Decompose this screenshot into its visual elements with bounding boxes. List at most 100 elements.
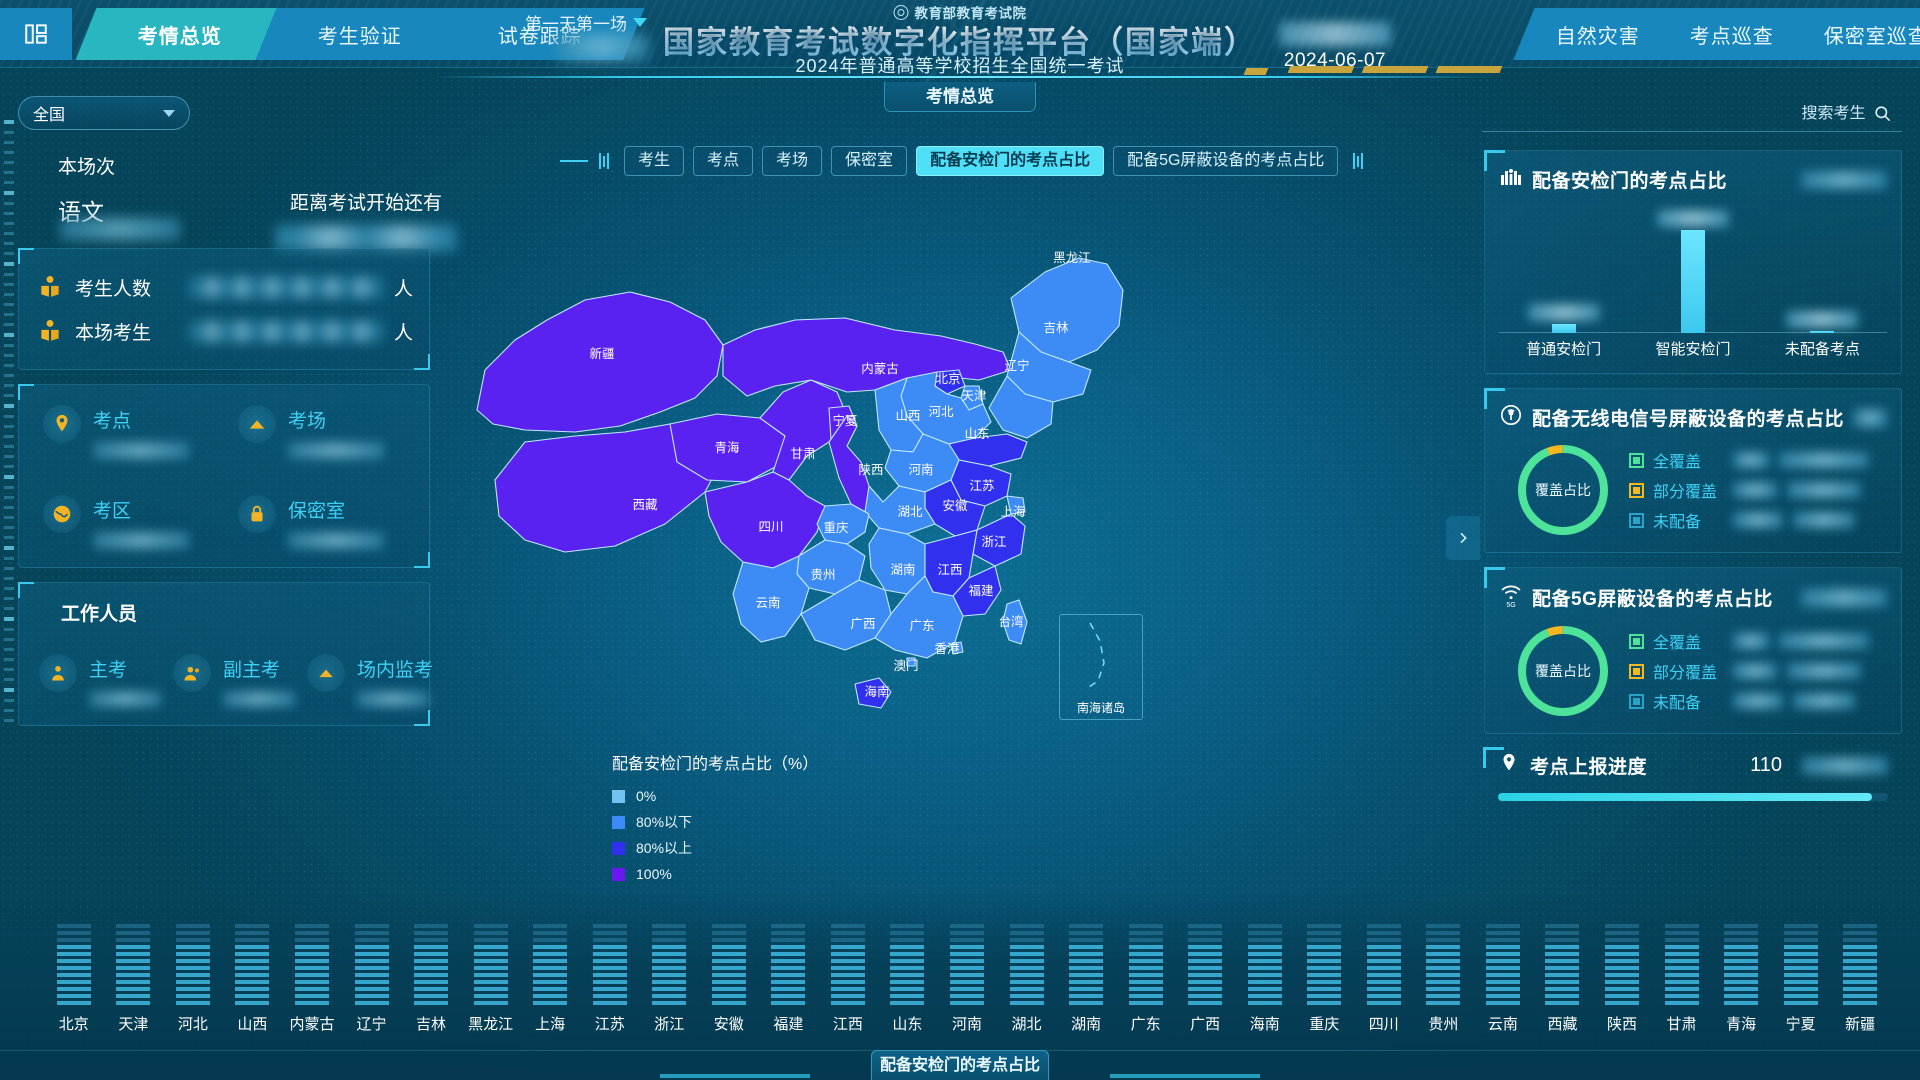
china-map[interactable]: 新疆 西藏 青海 甘肃 内蒙古 黑龙江 吉林 辽宁 北京 天津 河北 山西 宁夏 陕西 山东 河南 江苏 安徽 上海… [455, 180, 1215, 740]
chief-examiner-icon [39, 654, 77, 692]
province-bar-column[interactable]: 甘肃 [1652, 900, 1712, 1040]
legend-checkbox[interactable] [1629, 482, 1644, 498]
legend-checkbox[interactable] [1629, 663, 1644, 679]
nav-tab-overview[interactable]: 考情总览 [75, 8, 285, 60]
search-bar[interactable] [1482, 96, 1902, 132]
location-pin-icon [1498, 752, 1520, 779]
province-bar-column[interactable]: 重庆 [1294, 900, 1354, 1040]
current-session-label: 本场次 [58, 157, 116, 178]
province-bar-column[interactable]: 浙江 [639, 900, 699, 1040]
province-bar-stack [1128, 924, 1163, 1008]
tick-mark [4, 597, 14, 600]
bar-chart-category: 普通安检门 [1526, 341, 1602, 358]
south-sea-islands-box[interactable]: 南海诸岛 [1059, 614, 1143, 720]
map-filter-exam-site[interactable]: 考点 [693, 146, 754, 176]
legend-swatch [612, 789, 625, 803]
legend-checkbox[interactable] [1629, 633, 1644, 649]
grid-menu-icon[interactable] [0, 8, 72, 60]
map-filter-candidate[interactable]: 考生 [624, 146, 685, 176]
search-icon[interactable] [1873, 104, 1892, 123]
province-bar-column[interactable]: 吉林 [401, 900, 461, 1040]
province-bar-stack [116, 924, 151, 1008]
legend-item-partial-coverage[interactable]: 部分覆盖 [1629, 475, 1733, 505]
province-bar-column[interactable]: 宁夏 [1771, 900, 1831, 1040]
staff-item-invigilator[interactable]: 场内监考 [295, 654, 433, 707]
tick-mark [4, 699, 14, 702]
province-bar-column[interactable]: 江苏 [580, 900, 640, 1040]
province-bar-column[interactable]: 河北 [163, 900, 223, 1040]
venue-item-vault[interactable]: 保密室 [224, 495, 419, 549]
header-gold-decoration [1243, 66, 1515, 80]
tick-mark [4, 273, 14, 276]
bottom-chart-tab[interactable]: 配备安检门的考点占比 [871, 1050, 1049, 1080]
venue-item-exam-site[interactable]: 考点 [29, 405, 224, 459]
province-bar-column[interactable]: 河南 [937, 900, 997, 1040]
province-bar-label: 河南 [951, 1016, 982, 1033]
legend-item-full-coverage[interactable]: 全覆盖 [1629, 445, 1733, 475]
tick-mark [4, 486, 14, 489]
province-bar-column[interactable]: 广西 [1175, 900, 1235, 1040]
nav-tab-verification[interactable]: 考生验证 [255, 8, 465, 60]
staff-item-deputy-examiner[interactable]: 副主考 [161, 654, 295, 707]
chevron-right-icon[interactable] [1446, 516, 1480, 560]
province-bar-column[interactable]: 福建 [759, 900, 819, 1040]
province-bar-column[interactable]: 四川 [1354, 900, 1414, 1040]
province-bar-column[interactable]: 陕西 [1592, 900, 1652, 1040]
province-bar-label: 山西 [237, 1016, 268, 1033]
province-label: 天津 [961, 389, 986, 403]
province-bar-column[interactable]: 湖南 [1056, 900, 1116, 1040]
search-input[interactable] [1495, 104, 1866, 123]
province-bar-column[interactable]: 新疆 [1830, 900, 1890, 1040]
session-selector[interactable]: 第一天第一场 [525, 10, 655, 35]
province-bar-column[interactable]: 青海 [1711, 900, 1771, 1040]
province-bar-column[interactable]: 黑龙江 [461, 900, 521, 1040]
venue-item-exam-room[interactable]: 考场 [224, 405, 419, 459]
province-bar-column[interactable]: 江西 [818, 900, 878, 1040]
province-bar-column[interactable]: 山东 [878, 900, 938, 1040]
map-filter-5g-shield[interactable]: 配备5G屏蔽设备的考点占比 [1113, 146, 1339, 176]
tick-mark [4, 364, 14, 367]
shield-5g-donut-center-label: 覆盖占比 [1535, 663, 1591, 679]
page-subtitle: 2024年普通高等学校招生全国统一考试 [795, 56, 1125, 76]
region-select[interactable]: 全国 [18, 96, 190, 130]
province-bar-column[interactable]: 海南 [1235, 900, 1295, 1040]
province-bar-column[interactable]: 北京 [44, 900, 104, 1040]
legend-checkbox[interactable] [1629, 512, 1644, 528]
page-tab-overview[interactable]: 考情总览 [884, 82, 1036, 112]
bar-chart-category: 智能安检门 [1655, 341, 1731, 358]
province-bar-column[interactable]: 内蒙古 [282, 900, 342, 1040]
province-bar-column[interactable]: 天津 [104, 900, 164, 1040]
staff-item-chief-examiner[interactable]: 主考 [27, 654, 161, 707]
province-label: 香港 [934, 642, 960, 656]
legend-checkbox[interactable] [1629, 693, 1644, 709]
province-bar-column[interactable]: 山西 [223, 900, 283, 1040]
legend-item-not-equipped[interactable]: 未配备 [1629, 505, 1733, 535]
province-bar-column[interactable]: 云南 [1473, 900, 1533, 1040]
tick-mark [4, 587, 14, 590]
map-filter-exam-room[interactable]: 考场 [762, 146, 823, 176]
tick-mark [4, 171, 14, 174]
province-bar-label: 四川 [1368, 1016, 1399, 1033]
province-bar-column[interactable]: 安徽 [699, 900, 759, 1040]
bar-value-redacted [1527, 304, 1600, 322]
nav-tab-vault-inspection[interactable]: 保密室巡查 [1781, 8, 1920, 60]
legend-item-not-equipped[interactable]: 未配备 [1629, 686, 1733, 716]
legend-item-full-coverage[interactable]: 全覆盖 [1629, 626, 1733, 656]
province-bar-column[interactable]: 贵州 [1414, 900, 1474, 1040]
bar-chart-category: 未配备考点 [1784, 341, 1860, 358]
donut-segment-full [1518, 626, 1608, 716]
legend-item-partial-coverage[interactable]: 部分覆盖 [1629, 656, 1733, 686]
legend-checkbox[interactable] [1629, 452, 1644, 468]
province-bar-column[interactable]: 西藏 [1533, 900, 1593, 1040]
province-bar-stack [771, 924, 806, 1008]
province-bar-column[interactable]: 广东 [1116, 900, 1176, 1040]
province-bar-column[interactable]: 辽宁 [342, 900, 402, 1040]
venue-item-exam-district[interactable]: 考区 [29, 495, 224, 549]
stat-unit-session-candidates: 人 [393, 322, 413, 344]
map-filter-security-gate[interactable]: 配备安检门的考点占比 [916, 146, 1105, 176]
shield-5g-header-redacted [1801, 588, 1887, 607]
province-bar-column[interactable]: 上海 [520, 900, 580, 1040]
map-filter-vault[interactable]: 保密室 [831, 146, 908, 176]
province-bar-column[interactable]: 湖北 [997, 900, 1057, 1040]
